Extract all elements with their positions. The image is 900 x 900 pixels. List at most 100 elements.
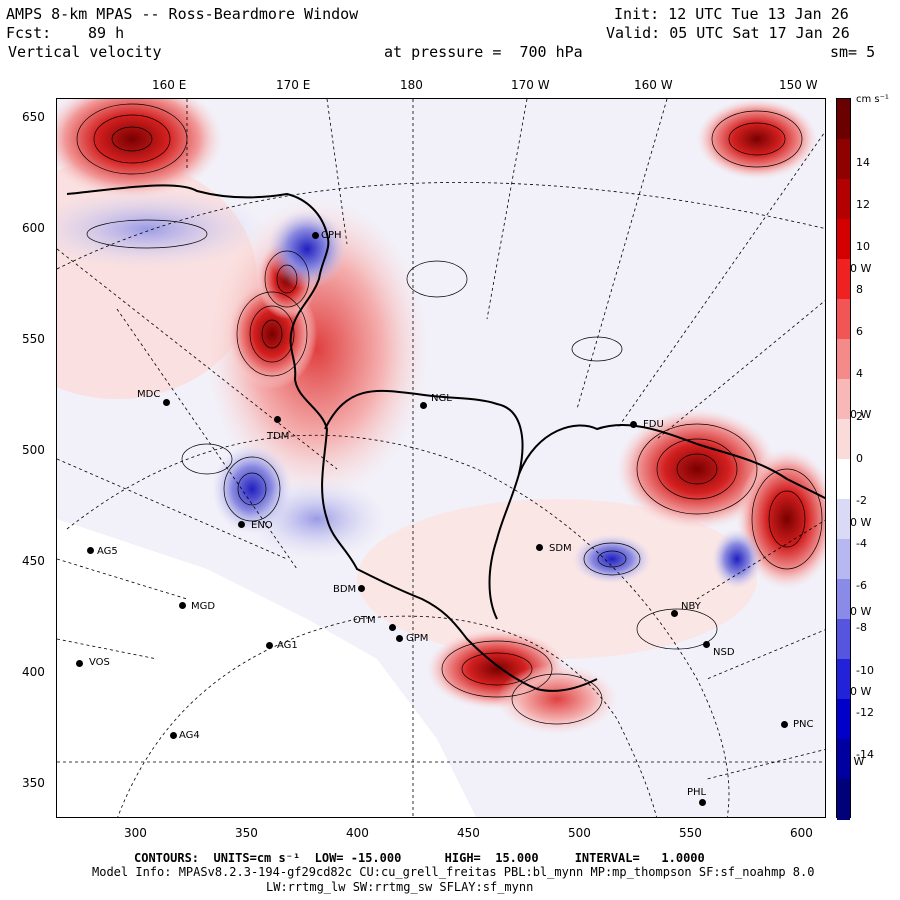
station-marker xyxy=(163,399,170,406)
station-label: MDC xyxy=(137,389,161,400)
y-label-450: 450 xyxy=(22,554,45,568)
field-region xyxy=(357,499,757,659)
station-label: OTM xyxy=(353,615,376,626)
x-label-550: 550 xyxy=(679,826,702,840)
descent-region xyxy=(57,189,267,269)
colorbar-segment xyxy=(837,779,850,820)
station-marker xyxy=(170,732,177,739)
colorbar-segment xyxy=(837,99,850,140)
colorbar-segment xyxy=(837,459,850,500)
lon-label-160e: 160 E xyxy=(152,78,187,92)
colorbar-segment xyxy=(837,699,850,740)
station-label: AG4 xyxy=(179,730,200,741)
colorbar-segment xyxy=(837,339,850,380)
field-name: Vertical velocity xyxy=(8,43,162,61)
station-marker xyxy=(238,521,245,528)
colorbar-tick-label: 0 xyxy=(856,452,863,465)
colorbar-tick-label: 14 xyxy=(856,155,870,169)
colorbar-tick-label: -14 xyxy=(856,748,874,762)
init-time: Init: 12 UTC Tue 13 Jan 26 xyxy=(614,5,849,23)
station-marker xyxy=(312,232,319,239)
lon-label-170e: 170 E xyxy=(276,78,311,92)
station-marker xyxy=(703,641,710,648)
y-label-500: 500 xyxy=(22,443,45,457)
colorbar-segment xyxy=(837,219,850,260)
colorbar-tick-label: 12 xyxy=(856,197,870,211)
station-label: MGD xyxy=(191,601,216,612)
y-label-600: 600 xyxy=(22,221,45,235)
station-marker xyxy=(699,799,706,806)
station-marker xyxy=(266,642,273,649)
forecast-label: Fcst: xyxy=(6,24,52,42)
station-marker xyxy=(358,585,365,592)
station-marker xyxy=(179,602,186,609)
colorbar-segment xyxy=(837,179,850,220)
station-marker xyxy=(274,416,281,423)
station-marker xyxy=(630,421,637,428)
ice-shelf-front xyxy=(324,389,524,620)
colorbar-tick-label: -12 xyxy=(856,706,874,720)
lon-label-180: 180 xyxy=(400,78,423,92)
colorbar-tick-label: -8 xyxy=(856,621,867,635)
colorbar-segment xyxy=(837,499,850,540)
colorbar-segment xyxy=(837,259,850,300)
lat-lon-grid xyxy=(57,99,825,817)
station-label: PHL xyxy=(687,787,707,798)
station-label: ENO xyxy=(251,520,273,531)
colorbar-segment xyxy=(837,659,850,700)
station-label: VOS xyxy=(89,657,110,668)
pressure-level: at pressure = 700 hPa xyxy=(384,43,583,61)
colorbar xyxy=(836,98,851,820)
station-marker xyxy=(781,721,788,728)
descent-minimum xyxy=(572,534,652,584)
colorbar-tick-label: 4 xyxy=(856,367,863,381)
ascent-maximum xyxy=(697,99,817,179)
colorbar-segment xyxy=(837,539,850,580)
station-label: SDM xyxy=(549,543,572,554)
station-label: AG1 xyxy=(277,640,298,651)
descent-minimum xyxy=(712,529,762,589)
plot-title: AMPS 8-km MPAS -- Ross-Beardmore Window xyxy=(6,5,359,23)
colorbar-segment xyxy=(837,619,850,660)
lon-label-170w: 170 W xyxy=(511,78,550,92)
station-label: PNC xyxy=(793,719,814,730)
x-label-450: 450 xyxy=(457,826,480,840)
x-label-350: 350 xyxy=(235,826,258,840)
station-label: BDM xyxy=(333,584,357,595)
colorbar-tick-label: -2 xyxy=(856,494,867,508)
y-label-650: 650 xyxy=(22,110,45,124)
coastline xyxy=(66,184,598,692)
colorbar-units: cm s⁻¹ xyxy=(856,94,889,105)
field-region xyxy=(497,664,617,734)
descent-minimum xyxy=(267,209,347,289)
physics-info: LW:rrtmg_lw SW:rrtmg_sw SFLAY:sf_mynn xyxy=(266,880,534,894)
y-label-400: 400 xyxy=(22,665,45,679)
lon-label-150w: 150 W xyxy=(779,78,818,92)
forecast-hour: 89 h xyxy=(88,24,125,42)
x-label-500: 500 xyxy=(568,826,591,840)
station-label: AG5 xyxy=(97,546,118,557)
valid-time: Valid: 05 UTC Sat 17 Jan 26 xyxy=(606,24,850,42)
station-label: NBY xyxy=(681,601,701,612)
colorbar-tick-label: 2 xyxy=(856,409,863,423)
station-label: TDM xyxy=(267,431,290,442)
colorbar-tick-label: 8 xyxy=(856,282,863,296)
station-label: NGL xyxy=(431,393,452,404)
colorbar-tick-label: 6 xyxy=(856,324,863,338)
ascent-maximum xyxy=(617,409,777,529)
station-marker xyxy=(87,547,94,554)
no-data-region xyxy=(57,519,476,817)
station-marker xyxy=(389,624,396,631)
colorbar-tick-label: -10 xyxy=(856,663,874,677)
map-panel: CPH NGL MDC TDM ENO AG5 SDM BDM MGD OTM … xyxy=(56,98,826,818)
station-label: GPM xyxy=(406,633,429,644)
coastline xyxy=(518,423,825,500)
model-info: Model Info: MPASv8.2.3-194-gf29cd82c CU:… xyxy=(92,865,815,879)
station-marker xyxy=(420,402,427,409)
colorbar-segment xyxy=(837,139,850,180)
colorbar-segment xyxy=(837,739,850,780)
station-marker xyxy=(536,544,543,551)
contour-info: CONTOURS: UNITS=cm s⁻¹ LOW= -15.000 HIGH… xyxy=(134,851,705,865)
station-marker xyxy=(76,660,83,667)
y-label-350: 350 xyxy=(22,776,45,790)
